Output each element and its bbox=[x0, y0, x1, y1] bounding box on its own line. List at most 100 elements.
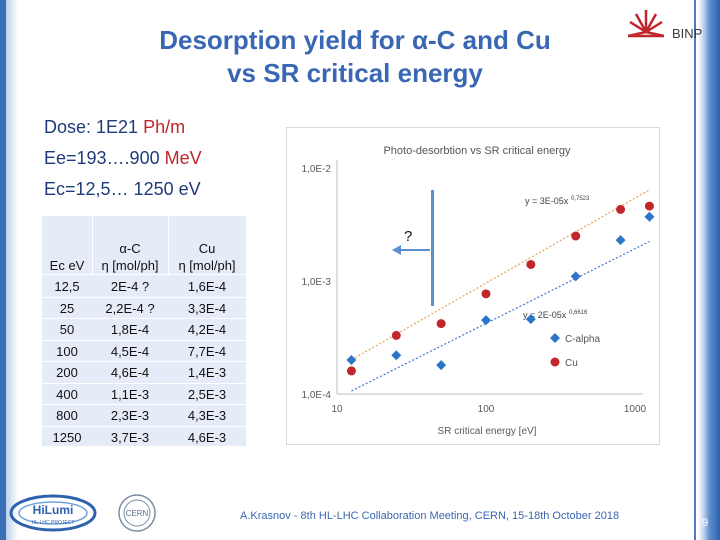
header-ac-bottom: η [mol/ph] bbox=[101, 258, 159, 273]
table-cell-ac: 4,6E-4 bbox=[110, 365, 150, 380]
fit-exponent-cu: 0,7523 bbox=[571, 196, 590, 202]
dose-label: Dose: 1E21 bbox=[44, 117, 144, 137]
y-tick-label: 1,0E-4 bbox=[302, 390, 332, 401]
table-cell-cu: 2,5E-3 bbox=[187, 386, 227, 402]
ee-line: Ee=193….900 MeV bbox=[44, 143, 202, 174]
legend-marker-cu bbox=[550, 357, 560, 367]
dose-line: Dose: 1E21 Ph/m bbox=[44, 112, 202, 143]
chart-canvas: Photo-desorbtion vs SR critical energy 1,… bbox=[302, 145, 655, 437]
table-divider bbox=[42, 382, 246, 384]
data-point-cu bbox=[436, 319, 446, 329]
x-tick-label: 1000 bbox=[624, 404, 647, 415]
x-tick-label: 100 bbox=[478, 404, 495, 415]
left-decor-bar bbox=[0, 0, 18, 540]
table-row: 50 1,8E-4 4,2E-4 bbox=[42, 319, 246, 339]
y-tick-label: 1,0E-3 bbox=[302, 277, 332, 288]
table-cell-ec: 400 bbox=[56, 386, 78, 402]
table-cell-ec: 25 bbox=[59, 300, 75, 316]
table-cell-cu: 3,3E-4 bbox=[187, 300, 227, 316]
data-point-cu bbox=[346, 366, 356, 376]
footer-citation: A.Krasnov - 8th HL-LHC Collaboration Mee… bbox=[240, 510, 620, 522]
ee-unit: MeV bbox=[164, 148, 202, 168]
fit-exponent-c-alpha: 0,6616 bbox=[569, 310, 588, 316]
table-header: Ec eV α-C η [mol/ph] Cu η [mol/ph] bbox=[42, 216, 246, 274]
table-divider bbox=[92, 216, 93, 274]
x-axis-label: SR critical energy [eV] bbox=[438, 426, 537, 437]
x-tick-label: 10 bbox=[331, 404, 343, 415]
title-line-1: Desorption yield for α-C and Cu bbox=[159, 25, 551, 55]
table-cell-ec: 100 bbox=[56, 343, 78, 359]
right-decor-bar bbox=[698, 0, 720, 540]
data-point-c-alpha bbox=[436, 360, 447, 371]
dose-unit: Ph/m bbox=[143, 117, 186, 137]
slide-title: Desorption yield for α-C and Cu vs SR cr… bbox=[120, 24, 590, 90]
hilumi-text: HiLumi bbox=[33, 503, 74, 517]
data-point-c-alpha bbox=[615, 235, 626, 246]
table-cell-cu: 1,4E-3 bbox=[187, 365, 227, 380]
data-point-c-alpha bbox=[525, 314, 536, 325]
arrow-head bbox=[392, 245, 401, 255]
table-row: 200 4,6E-4 1,4E-3 bbox=[42, 362, 246, 382]
cern-text: CERN bbox=[126, 509, 149, 518]
legend-label-cu: Cu bbox=[565, 358, 578, 369]
table-cell-cu: 7,7E-4 bbox=[187, 343, 227, 359]
data-point-cu bbox=[644, 201, 654, 211]
table-cell-ac: 4,5E-4 bbox=[110, 343, 150, 359]
table-cell-cu: 4,2E-4 bbox=[187, 322, 227, 337]
table-divider bbox=[42, 425, 246, 427]
y-tick-label: 1,0E-2 bbox=[302, 164, 332, 175]
header-cu-top: Cu bbox=[198, 241, 216, 256]
table-divider bbox=[42, 361, 246, 362]
desorption-chart: Photo-desorbtion vs SR critical energy 1,… bbox=[286, 127, 660, 445]
right-decor-line bbox=[694, 0, 696, 540]
data-point-c-alpha bbox=[570, 271, 581, 282]
table-row: 25 2,2E-4 ? 3,3E-4 bbox=[42, 298, 246, 318]
annotation-bar bbox=[431, 190, 434, 306]
data-point-cu bbox=[571, 231, 581, 241]
data-point-cu bbox=[481, 289, 491, 299]
header-ac-top: α-C bbox=[119, 241, 141, 256]
table-row: 1250 3,7E-3 4,6E-3 bbox=[42, 427, 246, 447]
page-number: 9 bbox=[702, 517, 709, 529]
table-cell-ac: 2,3E-3 bbox=[110, 408, 150, 423]
header-ec: Ec eV bbox=[49, 258, 85, 273]
data-point-cu bbox=[526, 259, 536, 269]
table-divider bbox=[42, 296, 246, 298]
table-cell-ac: 2,2E-4 ? bbox=[105, 300, 155, 316]
table-row: 400 1,1E-3 2,5E-3 bbox=[42, 384, 246, 404]
legend-marker-c-alpha bbox=[550, 333, 560, 343]
binp-logo-icon bbox=[627, 10, 665, 38]
hilumi-sub: HL-LHC PROJECT bbox=[32, 520, 75, 526]
table-cell-ec: 800 bbox=[56, 408, 78, 423]
table-divider bbox=[168, 216, 169, 274]
fit-line-c-alpha bbox=[351, 240, 650, 392]
table-divider bbox=[42, 339, 246, 341]
title-line-2: vs SR critical energy bbox=[227, 58, 483, 88]
table-divider bbox=[42, 404, 246, 405]
table-cell-cu: 4,3E-3 bbox=[187, 408, 227, 423]
annotation-arrow bbox=[392, 190, 434, 306]
data-point-c-alpha bbox=[346, 354, 357, 365]
fit-equation-c-alpha: y = 2E-05x bbox=[523, 310, 567, 320]
table-row: 100 4,5E-4 7,7E-4 bbox=[42, 341, 246, 361]
data-point-cu bbox=[391, 330, 401, 340]
table-cell-ac: 3,7E-3 bbox=[110, 429, 150, 445]
data-point-c-alpha bbox=[644, 211, 655, 222]
table-divider bbox=[42, 318, 246, 319]
table-row: 12,5 2E-4 ? 1,6E-4 bbox=[42, 276, 246, 296]
header-cu-bottom: η [mol/ph] bbox=[178, 258, 236, 273]
table-cell-ac: 1,1E-3 bbox=[110, 386, 150, 402]
fit-equation-cu: y = 3E-05x bbox=[525, 196, 569, 206]
table-cell-cu: 4,6E-3 bbox=[187, 429, 227, 445]
data-point-c-alpha bbox=[481, 315, 491, 326]
cern-logo-icon: CERN bbox=[118, 494, 156, 532]
table-cell-ec: 50 bbox=[59, 322, 75, 337]
table-cell-ec: 1250 bbox=[52, 429, 82, 445]
table-cell-ec: 12,5 bbox=[54, 279, 80, 294]
binp-label: BINP bbox=[672, 26, 703, 41]
table-cell-ec: 200 bbox=[56, 365, 78, 380]
question-mark: ? bbox=[404, 228, 413, 245]
table-cell-ac: 2E-4 ? bbox=[110, 279, 150, 294]
legend-label-c-alpha: C-alpha bbox=[565, 334, 600, 345]
ee-label: Ee=193….900 bbox=[44, 148, 165, 168]
